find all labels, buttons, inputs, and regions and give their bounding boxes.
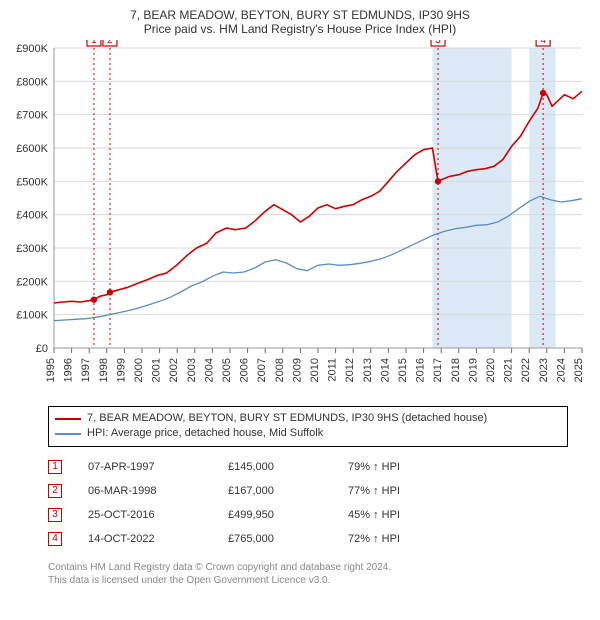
chart-svg: £0 £100K £200K £300K £400K £500K £600K £700K £80…	[8, 40, 592, 400]
svg-text:2025: 2025	[573, 358, 585, 382]
svg-text:3: 3	[435, 40, 441, 46]
svg-text:2015: 2015	[397, 358, 409, 382]
svg-text:2006: 2006	[239, 358, 251, 382]
svg-text:£800K: £800K	[16, 76, 48, 88]
svg-text:2011: 2011	[327, 358, 339, 382]
svg-text:2010: 2010	[309, 358, 321, 382]
sales-table: 1 07-APR-1997£145,00079% ↑ HPI 2 06-MAR-199…	[48, 455, 568, 551]
sale-marker: 3	[48, 508, 62, 522]
svg-text:2020: 2020	[485, 358, 497, 382]
svg-text:2012: 2012	[344, 358, 356, 382]
legend-item: 7, BEAR MEADOW, BEYTON, BURY ST EDMUNDS,…	[55, 411, 561, 426]
svg-text:2002: 2002	[168, 358, 180, 382]
sale-row: 3 25-OCT-2016£499,95045% ↑ HPI	[48, 503, 568, 527]
legend: 7, BEAR MEADOW, BEYTON, BURY ST EDMUNDS,…	[48, 406, 568, 447]
svg-text:2000: 2000	[133, 358, 145, 382]
svg-text:1997: 1997	[80, 358, 92, 382]
svg-text:1999: 1999	[115, 358, 127, 382]
sale-hpi-delta: 45% ↑ HPI	[348, 509, 488, 521]
svg-text:£500K: £500K	[16, 176, 48, 188]
svg-text:2018: 2018	[450, 358, 462, 382]
sale-row: 4 14-OCT-2022£765,00072% ↑ HPI	[48, 527, 568, 551]
title-address: 7, BEAR MEADOW, BEYTON, BURY ST EDMUNDS,…	[8, 8, 592, 22]
svg-text:2001: 2001	[151, 358, 163, 382]
svg-text:£900K: £900K	[16, 43, 48, 55]
svg-text:£100K: £100K	[16, 310, 48, 322]
svg-text:1996: 1996	[63, 358, 75, 382]
footer-line2: This data is licensed under the Open Gov…	[48, 574, 588, 588]
sale-date: 14-OCT-2022	[88, 533, 228, 545]
sale-date: 07-APR-1997	[88, 461, 228, 473]
legend-swatch	[55, 433, 81, 435]
svg-text:£600K: £600K	[16, 143, 48, 155]
svg-text:2019: 2019	[467, 358, 479, 382]
svg-text:2016: 2016	[415, 358, 427, 382]
sale-price: £145,000	[228, 461, 348, 473]
svg-text:1995: 1995	[45, 358, 57, 382]
sale-marker: 1	[48, 460, 62, 474]
sale-row: 2 06-MAR-1998£167,00077% ↑ HPI	[48, 479, 568, 503]
svg-text:2: 2	[107, 40, 113, 46]
sale-price: £167,000	[228, 485, 348, 497]
sale-marker: 4	[48, 532, 62, 546]
legend-swatch	[55, 418, 81, 420]
svg-text:£200K: £200K	[16, 276, 48, 288]
legend-item: HPI: Average price, detached house, Mid …	[55, 426, 561, 441]
sale-marker: 2	[48, 484, 62, 498]
title-subtitle: Price paid vs. HM Land Registry's House …	[8, 22, 592, 36]
svg-text:£300K: £300K	[16, 243, 48, 255]
sale-hpi-delta: 79% ↑ HPI	[348, 461, 488, 473]
svg-text:2003: 2003	[186, 358, 198, 382]
svg-text:2013: 2013	[362, 358, 374, 382]
sale-price: £765,000	[228, 533, 348, 545]
legend-label: HPI: Average price, detached house, Mid …	[87, 426, 323, 441]
sale-date: 25-OCT-2016	[88, 509, 228, 521]
footer-line1: Contains HM Land Registry data © Crown c…	[48, 561, 588, 575]
chart-title: 7, BEAR MEADOW, BEYTON, BURY ST EDMUNDS,…	[8, 8, 592, 36]
svg-text:1: 1	[91, 40, 97, 46]
sale-hpi-delta: 72% ↑ HPI	[348, 533, 488, 545]
svg-text:£0: £0	[36, 343, 48, 355]
svg-text:2021: 2021	[503, 358, 515, 382]
sale-date: 06-MAR-1998	[88, 485, 228, 497]
svg-text:1998: 1998	[98, 358, 110, 382]
svg-text:2004: 2004	[203, 358, 215, 382]
svg-text:£700K: £700K	[16, 110, 48, 122]
svg-text:2024: 2024	[555, 358, 567, 382]
sale-price: £499,950	[228, 509, 348, 521]
svg-text:2008: 2008	[274, 358, 286, 382]
sale-hpi-delta: 77% ↑ HPI	[348, 485, 488, 497]
footer-attribution: Contains HM Land Registry data © Crown c…	[48, 561, 588, 588]
svg-text:4: 4	[540, 40, 546, 46]
price-chart: £0 £100K £200K £300K £400K £500K £600K £700K £80…	[8, 40, 592, 400]
svg-text:2023: 2023	[538, 358, 550, 382]
svg-text:2014: 2014	[379, 358, 391, 382]
svg-text:£400K: £400K	[16, 210, 48, 222]
svg-text:2022: 2022	[520, 358, 532, 382]
svg-text:2017: 2017	[432, 358, 444, 382]
svg-text:2005: 2005	[221, 358, 233, 382]
sale-row: 1 07-APR-1997£145,00079% ↑ HPI	[48, 455, 568, 479]
svg-text:2009: 2009	[291, 358, 303, 382]
legend-label: 7, BEAR MEADOW, BEYTON, BURY ST EDMUNDS,…	[87, 411, 487, 426]
svg-text:2007: 2007	[256, 358, 268, 382]
